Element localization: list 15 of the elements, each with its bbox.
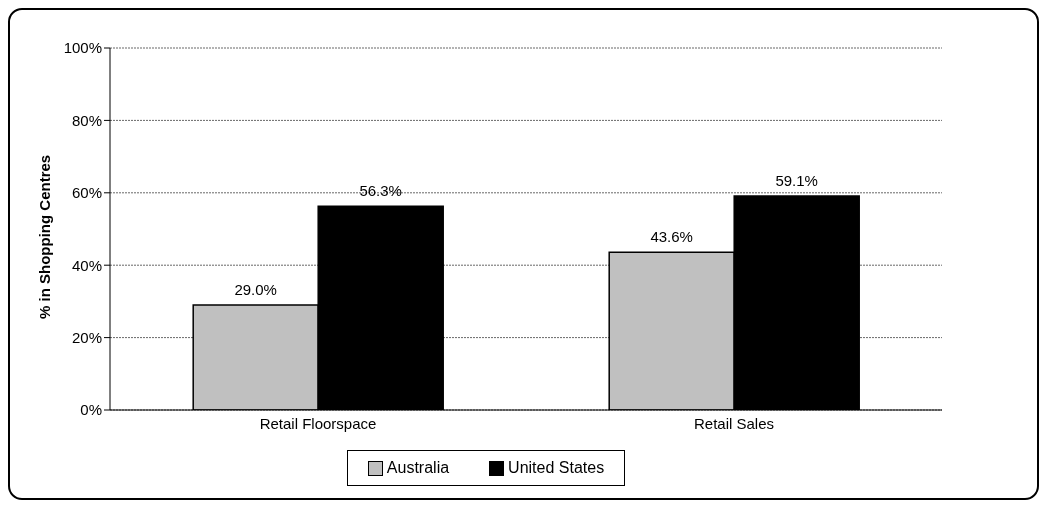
- data-label: 56.3%: [359, 182, 402, 200]
- data-label: 43.6%: [650, 228, 693, 246]
- x-tick-label: Retail Floorspace: [259, 414, 377, 432]
- legend-label: United States: [507, 459, 605, 477]
- y-tick-label: 40%: [71, 256, 102, 274]
- x-tick-label: Retail Sales: [693, 414, 775, 432]
- y-tick-label: 80%: [71, 111, 102, 129]
- y-tick-label: 0%: [80, 401, 102, 419]
- y-axis-title: % in Shopping Centres: [36, 154, 54, 319]
- y-tick-label: 20%: [71, 328, 102, 346]
- y-tick-label: 60%: [71, 184, 102, 202]
- legend-label: Australia: [385, 459, 450, 477]
- data-label: 29.0%: [234, 281, 277, 299]
- y-tick-label: 100%: [63, 39, 102, 57]
- data-label: 59.1%: [775, 172, 818, 190]
